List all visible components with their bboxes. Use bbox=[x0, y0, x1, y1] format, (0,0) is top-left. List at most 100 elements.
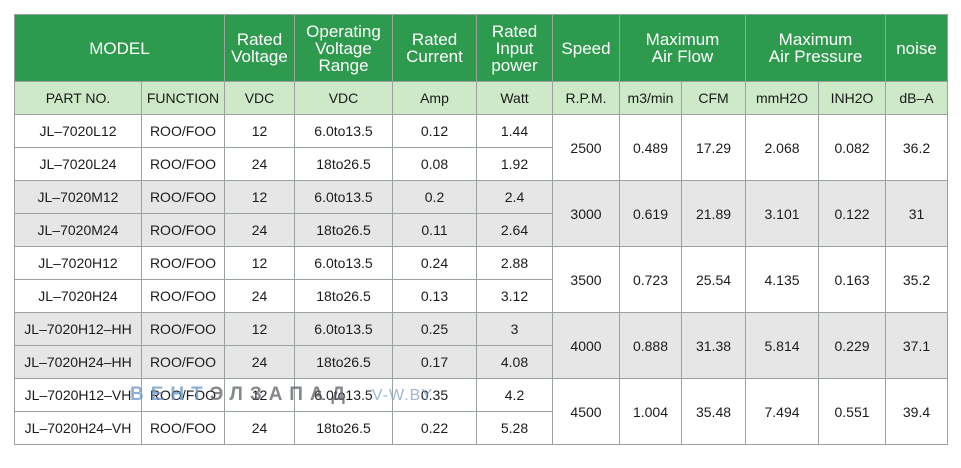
air-flow-m3min-cell: 1.004 bbox=[619, 378, 682, 445]
current-cell: 0.17 bbox=[392, 345, 477, 379]
spec-table-container: MODEL Rated Voltage Operating Voltage Range… bbox=[14, 14, 949, 445]
watermark: ВЕНТЭЛЗАПАД V-W.BY bbox=[130, 384, 433, 405]
voltage-cell: 12 bbox=[224, 246, 295, 280]
noise-cell: 39.4 bbox=[885, 378, 949, 445]
speed-cell: 3000 bbox=[552, 180, 620, 247]
part-no-cell: JL–7020M24 bbox=[14, 213, 142, 247]
voltage-cell: 12 bbox=[224, 312, 295, 346]
pressure-inh2o-cell: 0.082 bbox=[818, 114, 887, 181]
fan-spec-table: MODEL Rated Voltage Operating Voltage Range… bbox=[14, 14, 949, 445]
power-cell: 4.08 bbox=[476, 345, 553, 379]
model-header: MODEL bbox=[14, 14, 225, 82]
spec-table-body: JL–7020L12 ROO/FOO 12 6.0to13.5 0.12 1.44 2500… bbox=[14, 114, 949, 445]
table-row: JL–7020L24 ROO/FOO 24 18to26.5 0.08 1.92 bbox=[14, 147, 948, 181]
function-cell: ROO/FOO bbox=[141, 378, 225, 412]
speed-cell: 2500 bbox=[552, 114, 620, 181]
operating-voltage-range-header: Operating Voltage Range bbox=[294, 14, 393, 82]
range-cell: 18to26.5 bbox=[294, 279, 393, 313]
pressure-mmh2o-cell: 4.135 bbox=[745, 246, 820, 313]
range-cell: 18to26.5 bbox=[294, 213, 393, 247]
range-unit: VDC bbox=[294, 81, 393, 115]
speed-unit: R.P.M. bbox=[552, 81, 620, 115]
inh2o-unit: INH2O bbox=[818, 81, 887, 115]
table-row: JL–7020M24 ROO/FOO 24 18to26.5 0.11 2.64 bbox=[14, 213, 948, 247]
current-cell: 0.11 bbox=[392, 213, 477, 247]
range-cell: 18to26.5 bbox=[294, 147, 393, 181]
voltage-cell: 24 bbox=[224, 279, 295, 313]
voltage-cell: 24 bbox=[224, 213, 295, 247]
power-cell: 5.28 bbox=[476, 411, 553, 445]
current-cell: 0.22 bbox=[392, 411, 477, 445]
power-cell: 4.2 bbox=[476, 378, 553, 412]
part-no-cell: JL–7020H24–HH bbox=[14, 345, 142, 379]
power-cell: 1.92 bbox=[476, 147, 553, 181]
rated-voltage-header: Rated Voltage bbox=[224, 14, 295, 82]
range-cell: 18to26.5 bbox=[294, 345, 393, 379]
voltage-cell: 12 bbox=[224, 114, 295, 148]
table-row: JL–7020H12–VH ROO/FOO 12 6.0to13.5 0.35 4.2 45… bbox=[14, 378, 949, 445]
table-row: JL–7020H24–VH ROO/FOO 24 18to26.5 0.22 5.28 bbox=[14, 411, 948, 445]
range-cell: 6.0to13.5 bbox=[294, 180, 393, 214]
function-subheader: FUNCTION bbox=[141, 81, 225, 115]
function-cell: ROO/FOO bbox=[141, 147, 225, 181]
voltage-cell: 24 bbox=[224, 147, 295, 181]
m3min-unit: m3/min bbox=[619, 81, 682, 115]
air-flow-cfm-cell: 25.54 bbox=[680, 246, 747, 313]
function-cell: ROO/FOO bbox=[141, 411, 225, 445]
power-unit: Watt bbox=[476, 81, 553, 115]
table-row: JL–7020H12–HH ROO/FOO 12 6.0to13.5 0.25 3 4000… bbox=[14, 312, 949, 379]
speed-cell: 3500 bbox=[552, 246, 620, 313]
pressure-inh2o-cell: 0.551 bbox=[818, 378, 887, 445]
mmh2o-unit: mmH2O bbox=[745, 81, 820, 115]
voltage-unit: VDC bbox=[224, 81, 295, 115]
pressure-inh2o-cell: 0.163 bbox=[818, 246, 887, 313]
air-flow-m3min-cell: 0.489 bbox=[619, 114, 682, 181]
air-flow-cfm-cell: 21.89 bbox=[680, 180, 747, 247]
max-air-pressure-header: Maximum Air Pressure bbox=[745, 14, 887, 82]
pressure-inh2o-cell: 0.229 bbox=[818, 312, 887, 379]
function-cell: ROO/FOO bbox=[141, 213, 225, 247]
pressure-mmh2o-cell: 5.814 bbox=[745, 312, 820, 379]
header-row: MODEL Rated Voltage Operating Voltage Range… bbox=[14, 14, 949, 82]
air-flow-m3min-cell: 0.888 bbox=[619, 312, 682, 379]
part-no-cell: JL–7020H12 bbox=[14, 246, 142, 280]
power-cell: 2.88 bbox=[476, 246, 553, 280]
table-row: JL–7020H24–HH ROO/FOO 24 18to26.5 0.17 4.08 bbox=[14, 345, 948, 379]
current-cell: 0.2 bbox=[392, 180, 477, 214]
rated-current-header: Rated Current bbox=[392, 14, 477, 82]
speed-cell: 4500 bbox=[552, 378, 620, 445]
part-no-cell: JL–7020M12 bbox=[14, 180, 142, 214]
max-air-flow-header: Maximum Air Flow bbox=[618, 14, 747, 82]
speed-header: Speed bbox=[552, 14, 620, 82]
part-no-cell: JL–7020H24 bbox=[14, 279, 142, 313]
range-cell: 6.0to13.5 bbox=[294, 246, 393, 280]
noise-cell: 36.2 bbox=[885, 114, 949, 181]
current-cell: 0.12 bbox=[392, 114, 477, 148]
pressure-inh2o-cell: 0.122 bbox=[818, 180, 887, 247]
air-flow-m3min-cell: 0.619 bbox=[619, 180, 682, 247]
air-flow-cfm-cell: 35.48 bbox=[680, 378, 747, 445]
table-row: JL–7020H12 ROO/FOO 12 6.0to13.5 0.24 2.88 3500… bbox=[14, 246, 949, 313]
noise-header: noise bbox=[885, 14, 949, 82]
current-cell: 0.08 bbox=[392, 147, 477, 181]
power-cell: 3 bbox=[476, 312, 553, 346]
part-no-cell: JL–7020L12 bbox=[14, 114, 142, 148]
part-no-subheader: PART NO. bbox=[14, 81, 142, 115]
voltage-cell: 24 bbox=[224, 411, 295, 445]
function-cell: ROO/FOO bbox=[141, 246, 225, 280]
function-cell: ROO/FOO bbox=[141, 345, 225, 379]
power-cell: 2.64 bbox=[476, 213, 553, 247]
part-no-cell: JL–7020H12–VH bbox=[14, 378, 142, 412]
table-row: JL–7020H24 ROO/FOO 24 18to26.5 0.13 3.12 bbox=[14, 279, 948, 313]
current-cell: 0.25 bbox=[392, 312, 477, 346]
air-flow-m3min-cell: 0.723 bbox=[619, 246, 682, 313]
range-cell: 18to26.5 bbox=[294, 411, 393, 445]
current-unit: Amp bbox=[392, 81, 477, 115]
units-row: PART NO. FUNCTION VDC VDC Amp Watt R.P.M… bbox=[14, 81, 949, 115]
power-cell: 1.44 bbox=[476, 114, 553, 148]
range-cell: 6.0to13.5 bbox=[294, 378, 393, 412]
function-cell: ROO/FOO bbox=[141, 180, 225, 214]
pressure-mmh2o-cell: 2.068 bbox=[745, 114, 820, 181]
part-no-cell: JL–7020L24 bbox=[14, 147, 142, 181]
current-cell: 0.13 bbox=[392, 279, 477, 313]
